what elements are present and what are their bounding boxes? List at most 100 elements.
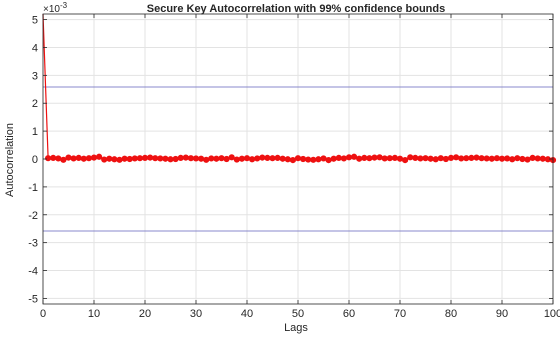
y-tick-label: -4 — [28, 266, 38, 278]
y-tick-label: -1 — [28, 182, 38, 194]
data-point — [147, 154, 154, 161]
data-point — [412, 154, 419, 161]
data-point — [437, 155, 444, 162]
y-tick-label: -5 — [28, 293, 38, 305]
data-point — [330, 155, 337, 162]
data-point — [351, 153, 358, 160]
y-tick-label: 1 — [32, 126, 38, 138]
data-point — [60, 156, 67, 163]
x-tick-label: 60 — [343, 308, 355, 320]
data-point — [539, 155, 546, 162]
y-exponent-power: -3 — [60, 1, 68, 10]
data-point — [101, 156, 108, 163]
data-point — [442, 155, 449, 163]
data-point — [300, 155, 307, 163]
x-tick-label: 10 — [88, 308, 100, 320]
data-point — [458, 155, 465, 162]
confidence-bounds — [43, 86, 553, 232]
data-point — [524, 156, 531, 163]
data-point — [305, 156, 312, 163]
x-axis-label: Lags — [284, 322, 308, 334]
data-point — [519, 155, 526, 163]
x-tick-label: 90 — [496, 308, 508, 320]
data-point — [417, 155, 424, 162]
data-point — [529, 154, 536, 161]
data-point — [203, 156, 210, 163]
y-tick-label: 2 — [32, 98, 38, 110]
data-point — [106, 155, 113, 162]
data-point — [447, 154, 455, 161]
data-point — [340, 155, 347, 162]
data-point — [243, 155, 251, 162]
y-tick-label: -2 — [28, 210, 38, 222]
data-point — [80, 155, 87, 162]
data-point — [488, 155, 495, 162]
data-point — [269, 155, 276, 162]
data-point — [167, 156, 174, 163]
data-point — [90, 154, 98, 161]
data-point — [509, 156, 516, 163]
data-point — [172, 155, 179, 163]
data-point — [182, 154, 189, 161]
y-tick-label: 5 — [32, 15, 38, 27]
data-point — [208, 155, 215, 162]
data-point — [463, 155, 470, 162]
data-point — [259, 154, 266, 161]
y-exponent-label: ×10-3 — [43, 1, 68, 15]
y-exponent-base: ×10 — [43, 4, 60, 15]
data-point — [493, 155, 500, 162]
data-point — [284, 156, 291, 163]
series-layer — [42, 13, 557, 164]
x-tick-label: 0 — [40, 308, 46, 320]
data-point — [427, 155, 434, 162]
data-point — [422, 155, 429, 162]
y-tick-label: 0 — [32, 154, 38, 166]
data-point — [514, 155, 521, 162]
x-tick-label: 100 — [544, 308, 560, 320]
data-point — [396, 155, 404, 162]
data-point — [198, 155, 205, 162]
data-point — [141, 154, 149, 161]
data-point — [213, 155, 220, 162]
data-point — [249, 156, 256, 163]
data-point — [386, 155, 393, 162]
data-point — [223, 155, 230, 163]
data-point — [483, 155, 490, 162]
data-point — [325, 157, 332, 164]
data-point — [75, 154, 82, 161]
axes-layer: 0 10 20 30 40 50 60 70 80 90 100 -5 -4 -3 -2 -1 0 1 2 3 4 5 — [28, 13, 560, 320]
data-point — [218, 155, 225, 162]
data-point — [294, 155, 302, 162]
data-point — [356, 155, 363, 162]
x-tick-label: 70 — [394, 308, 406, 320]
data-point — [504, 155, 511, 162]
data-point — [376, 154, 383, 161]
y-tick-label: 4 — [32, 42, 38, 54]
data-point — [335, 154, 342, 161]
data-point — [152, 155, 159, 162]
data-point — [289, 157, 296, 164]
data-point — [177, 154, 184, 161]
data-point — [70, 155, 77, 162]
data-point — [498, 155, 506, 162]
data-point — [187, 155, 194, 162]
y-axis-label: Autocorrelation — [4, 123, 16, 197]
data-point — [254, 155, 261, 162]
data-point — [279, 155, 286, 162]
data-point — [116, 156, 123, 163]
chart-title: Secure Key Autocorrelation with 99% conf… — [147, 3, 445, 15]
data-point — [381, 155, 388, 162]
data-point — [473, 154, 480, 161]
data-point — [274, 154, 281, 161]
data-point — [121, 155, 128, 162]
data-point — [162, 155, 169, 162]
data-point — [45, 155, 52, 162]
data-point — [315, 156, 322, 163]
data-point — [310, 156, 317, 163]
data-point — [402, 157, 409, 164]
data-point — [264, 154, 271, 161]
y-tick-label: 3 — [32, 70, 38, 82]
data-point — [65, 154, 72, 161]
data-point — [55, 155, 62, 162]
